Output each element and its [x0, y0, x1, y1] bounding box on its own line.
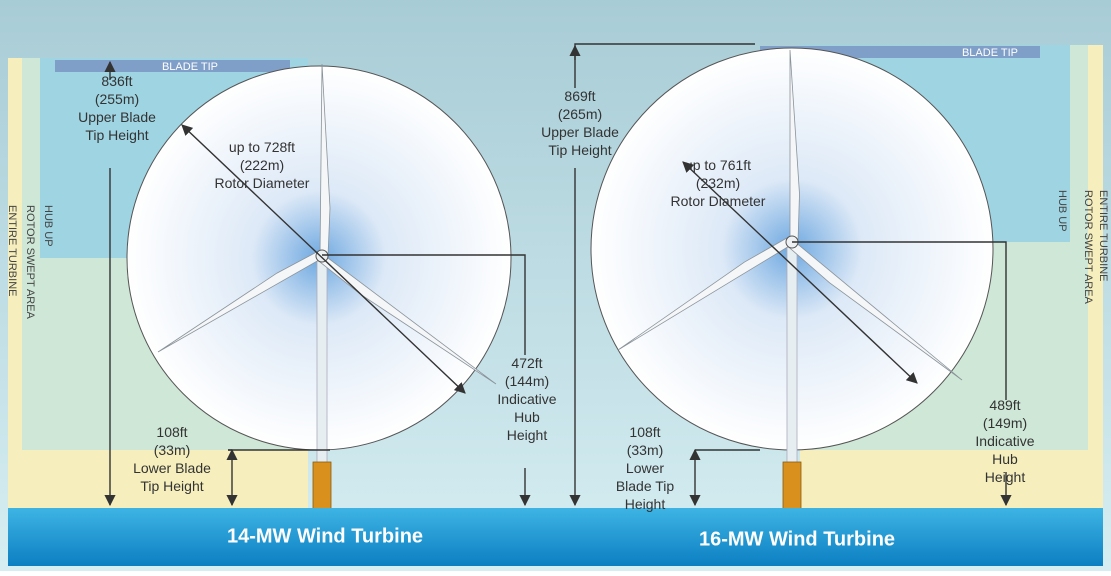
label-line: Indicative [975, 433, 1034, 449]
label-line: Blade Tip [616, 478, 675, 494]
label-line: Lower Blade [133, 460, 211, 476]
label-line: Tip Height [548, 142, 611, 158]
label-line: (144m) [505, 373, 549, 389]
label-line: up to 728ft [229, 139, 295, 155]
label-line: Upper Blade [541, 124, 619, 140]
sea [8, 508, 1103, 566]
label-line: 472ft [511, 355, 542, 371]
side-label: ROTOR SWEPT AREA [1082, 190, 1094, 305]
turbine-title: 16-MW Wind Turbine [699, 528, 895, 550]
label-line: Rotor Diameter [215, 175, 310, 191]
hub-label: 489ft (149m) Indicative Hub Height [975, 397, 1034, 485]
label-line: Hub [514, 409, 540, 425]
rotor-label: up to 761ft (232m) Rotor Diameter [671, 157, 766, 209]
rotor-label: up to 728ft (222m) Rotor Diameter [215, 139, 310, 191]
blade-tip-label: BLADE TIP [162, 61, 218, 73]
lower-tip-label: 108ft (33m) Lower Blade Tip Height [133, 424, 211, 494]
label-line: Height [507, 427, 548, 443]
hub-label: 472ft (144m) Indicative Hub Height [497, 355, 556, 443]
side-label: HUB UP [42, 205, 54, 247]
label-line: (232m) [696, 175, 740, 191]
label-line: 489ft [989, 397, 1020, 413]
transition-piece [312, 461, 332, 511]
label-line: (149m) [983, 415, 1027, 431]
transition-piece [782, 461, 802, 511]
side-label: ROTOR SWEPT AREA [24, 205, 36, 320]
label-line: Tip Height [140, 478, 203, 494]
label-line: Rotor Diameter [671, 193, 766, 209]
side-label: ENTIRE TURBINE [1097, 190, 1109, 281]
label-line: 108ft [156, 424, 187, 440]
hub [315, 249, 329, 263]
label-line: Height [985, 469, 1026, 485]
label-line: 836ft [101, 73, 132, 89]
label-line: (265m) [558, 106, 602, 122]
turbine-title: 14-MW Wind Turbine [227, 525, 423, 547]
label-line: (255m) [95, 91, 139, 107]
label-line: Indicative [497, 391, 556, 407]
label-line: Hub [992, 451, 1018, 467]
label-line: Tip Height [85, 127, 148, 143]
label-line: 869ft [564, 88, 595, 104]
side-label: HUB UP [1056, 190, 1068, 232]
side-label: ENTIRE TURBINE [6, 205, 18, 296]
upper-tip-label: 869ft (265m) Upper Blade Tip Height [541, 88, 619, 158]
upper-tip-label: 836ft (255m) Upper Blade Tip Height [78, 73, 156, 143]
label-line: (222m) [240, 157, 284, 173]
blade-tip-label: BLADE TIP [962, 47, 1018, 59]
lower-tip-label: 108ft (33m) Lower Blade Tip Height [616, 424, 675, 512]
label-line: Height [625, 496, 666, 512]
label-line: (33m) [627, 442, 664, 458]
label-line: 108ft [629, 424, 660, 440]
label-line: (33m) [154, 442, 191, 458]
label-line: up to 761ft [685, 157, 751, 173]
label-line: Lower [626, 460, 664, 476]
dimension-arrows [104, 43, 1012, 507]
label-line: Upper Blade [78, 109, 156, 125]
